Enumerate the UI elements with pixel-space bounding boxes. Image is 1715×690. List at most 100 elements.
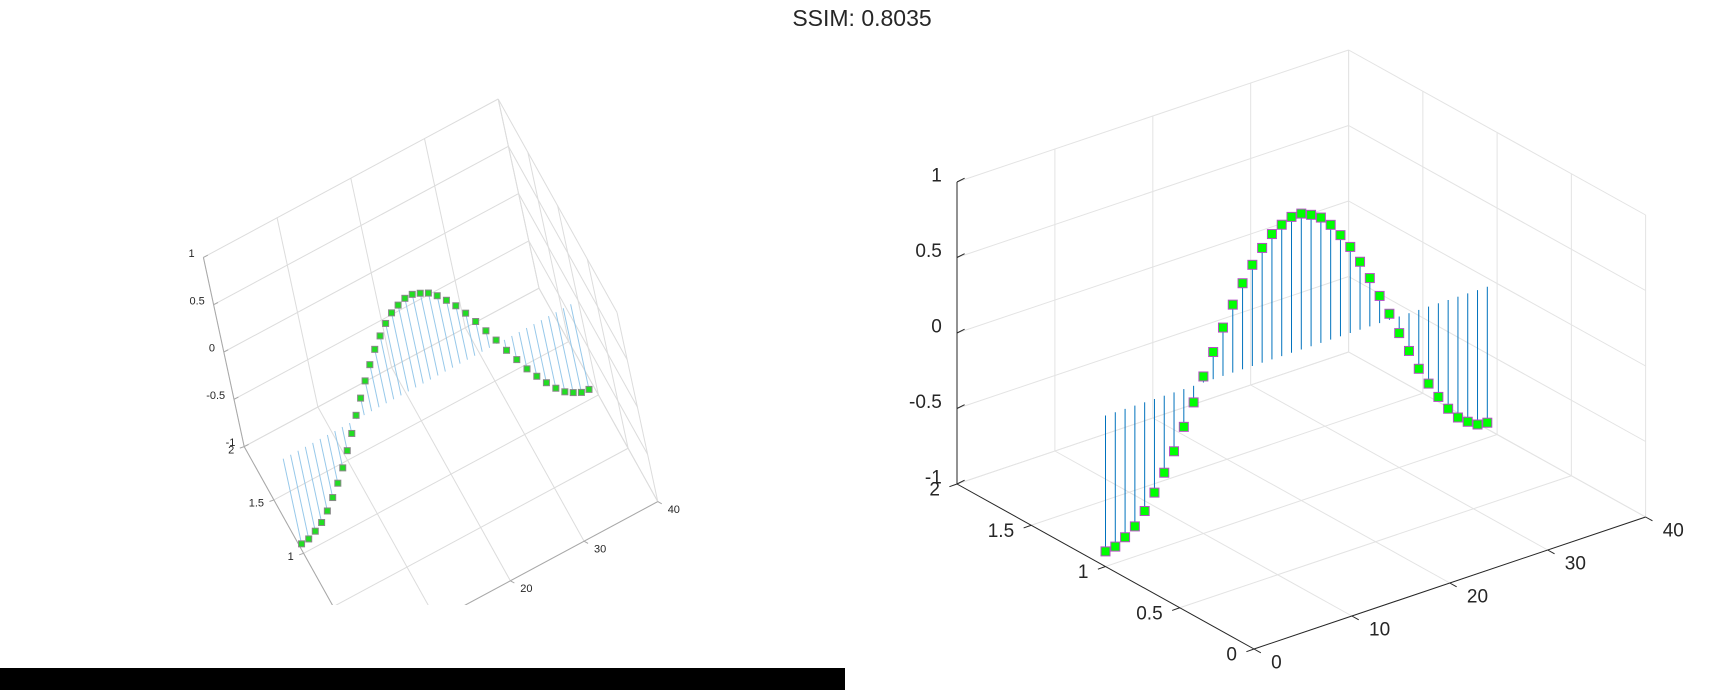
marker [1443,403,1454,414]
grid-line [518,193,638,408]
marker [462,309,470,317]
y-tick-label: 0.5 [308,604,323,616]
stem [369,364,380,408]
x-tick-label: 30 [1565,553,1586,574]
tick-mark [1351,615,1359,621]
stem [555,312,574,393]
stem [312,442,328,512]
marker [1413,363,1424,374]
grid-line [1348,351,1646,518]
grid-line [1031,392,1424,526]
stem [419,293,439,376]
marker [1423,378,1434,389]
marker [433,292,441,300]
marker [1159,467,1170,478]
tick-mark [1547,549,1555,555]
tick-mark [437,620,441,622]
marker [323,507,331,515]
grid-line [1348,200,1646,367]
stem [427,292,446,372]
marker [311,527,319,535]
tick-mark [1023,524,1032,529]
x-tick-label: 10 [447,623,459,635]
marker [1403,345,1414,356]
stem [533,323,547,383]
marker [569,389,577,397]
stem [436,295,454,368]
stem [297,450,316,532]
stem [391,312,409,392]
marker [1198,371,1209,382]
marker [472,318,480,326]
tick-mark [329,607,333,609]
stem [455,305,468,360]
y-tick-label: 1 [288,551,294,563]
stem [570,304,590,390]
right-chart: 0 10 20 30 40 0 0.5 1 1.5 2-1 -0.5 0 0.5 1 [909,49,1684,673]
marker [1129,521,1140,532]
grid-line [223,193,519,353]
stem [411,294,432,380]
y-tick-label: 2 [228,444,234,456]
marker [1217,322,1228,333]
stem [326,434,339,484]
grid-line [956,351,1349,485]
tick-mark [956,328,965,334]
marker [1247,259,1258,270]
stem [518,331,528,369]
marker [442,296,450,304]
z-tick-label: 1 [188,248,194,260]
stem [562,308,582,393]
marker [492,336,500,344]
x-tick-label: 20 [520,583,532,595]
x-tick-label: 10 [1369,619,1390,640]
stem [445,300,461,364]
stem [540,319,557,389]
marker [376,332,384,340]
marker [1315,212,1326,223]
marker [371,345,379,353]
marker [1306,209,1317,220]
x-tick-label: 20 [1467,586,1488,607]
stem [334,430,344,468]
tick-mark [956,479,965,485]
z-tick-label: 0.5 [190,295,205,307]
tick-mark [213,302,219,306]
marker [1276,219,1287,230]
marker [388,309,396,317]
y-tick-label: 0.5 [1136,603,1162,624]
tick-mark [657,501,663,505]
marker [408,290,416,298]
marker [329,494,337,502]
marker [542,379,550,387]
marker [482,327,490,335]
stem [465,313,476,356]
grid-line [273,341,569,501]
marker [352,411,360,419]
marker [348,429,356,437]
stem [374,349,387,404]
tick-mark [949,483,958,488]
y-tick-label: 1.5 [988,521,1014,542]
marker [1120,532,1131,543]
stem [364,380,373,412]
marker [1100,546,1111,557]
grid-line [956,49,1349,183]
marker [305,535,313,543]
z-tick-label: -0.5 [909,392,942,413]
marker [1139,506,1150,517]
tick-mark [269,499,275,502]
marker [394,301,402,309]
tick-mark [233,396,239,400]
marker [1266,229,1277,240]
stem [379,335,395,400]
grid-line [538,287,659,502]
marker [1188,397,1199,408]
stem [404,298,424,384]
marker [339,464,347,472]
marker [366,361,374,369]
grid-line [203,98,499,258]
y-tick-label: 1.5 [249,498,264,510]
stem [475,321,483,352]
grid-line [1179,475,1572,609]
